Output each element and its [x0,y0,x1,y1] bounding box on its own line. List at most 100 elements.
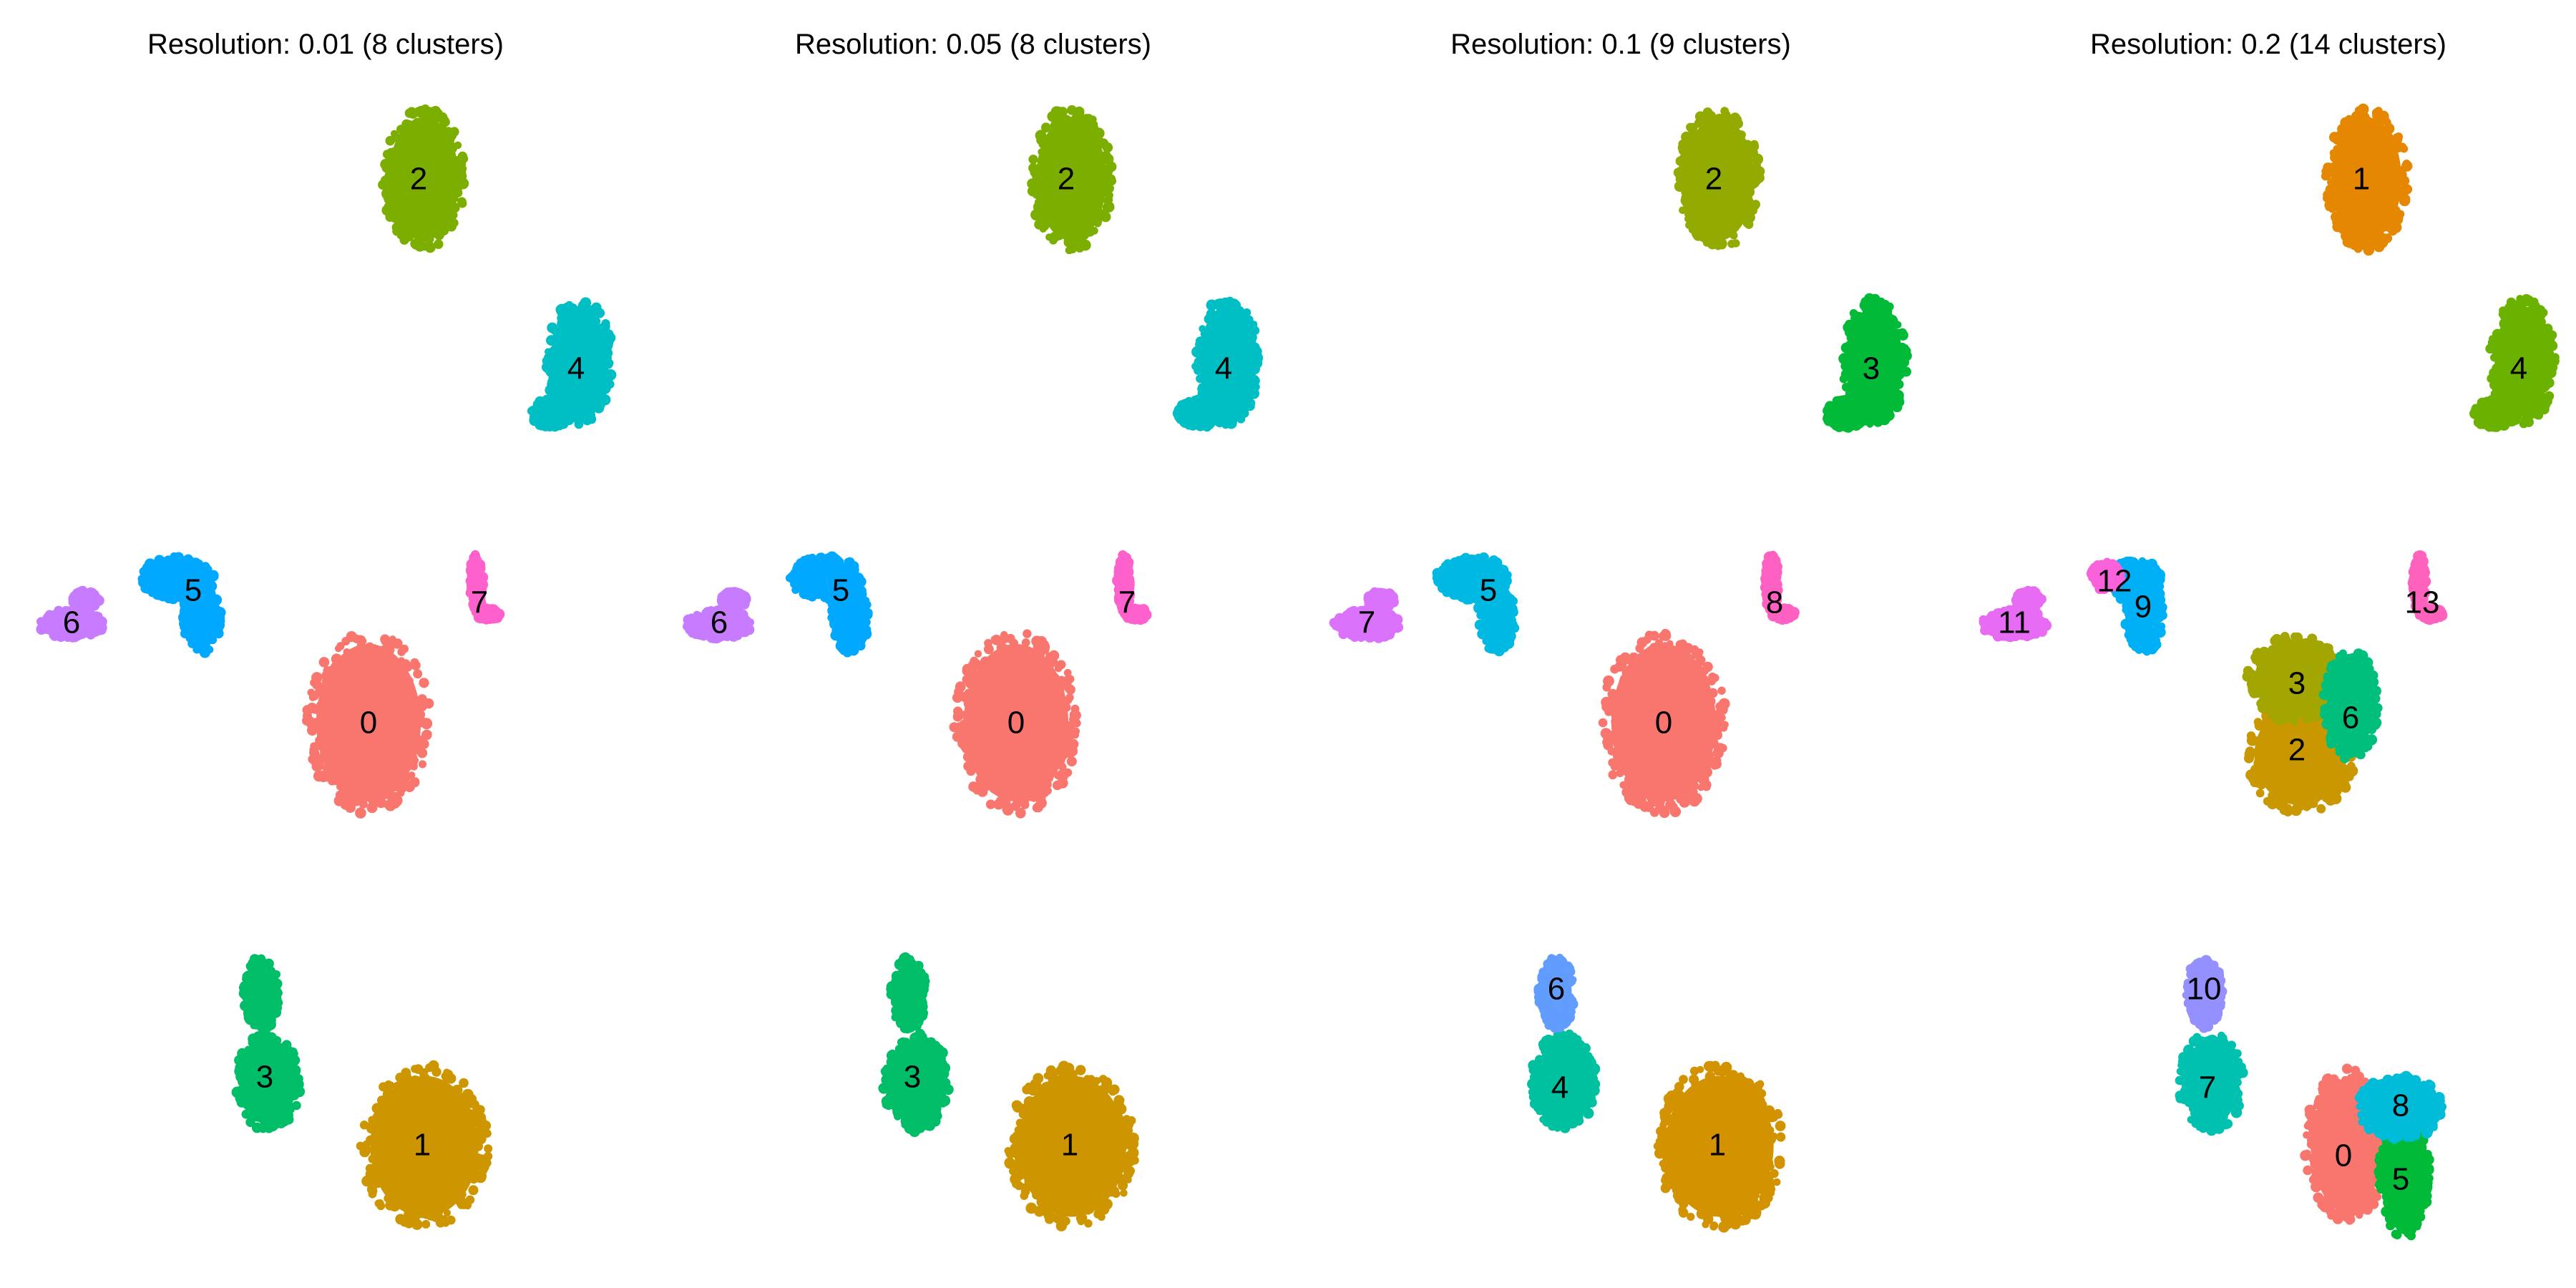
cell-point [1065,675,1075,683]
cell-point [1714,229,1724,240]
cell-point [541,398,551,407]
cell-point [1034,198,1043,207]
cell-point [855,590,866,600]
cell-point [917,1010,928,1021]
cell-point [1105,184,1114,193]
cell-point [736,590,747,600]
cell-point [1757,1184,1768,1195]
cell-point [453,1185,462,1194]
cell-point [1453,560,1462,570]
cell-point [967,717,977,728]
cell-point [1728,1075,1740,1087]
cell-point [557,303,566,313]
cell-point [87,587,97,598]
cell-point [1005,1148,1015,1158]
cell-point [446,210,455,220]
cell-point [411,1202,421,1211]
cell-point [1704,120,1715,132]
cell-point [1056,660,1066,670]
cell-point [239,1094,250,1106]
cluster-label: 6 [63,605,80,640]
cell-point [1645,804,1654,812]
cell-point [457,1107,466,1116]
panels: Resolution: 0.01 (8 clusters)01234567Res… [36,29,2560,1241]
cell-point [890,996,902,1008]
cell-point [1084,1219,1093,1228]
cell-point [963,699,972,708]
cell-point [1101,1079,1112,1091]
cell-point [307,688,316,697]
cell-point [1478,556,1490,567]
cluster-label: 0 [1008,706,1025,741]
cluster-label: 5 [1480,573,1497,608]
cell-point [966,752,975,761]
cell-point [565,414,575,423]
cell-point [238,1058,250,1070]
cell-point [466,585,478,597]
cell-point [1040,222,1048,230]
cell-point [371,1103,383,1114]
cell-point [1675,640,1685,650]
cell-point [483,1151,493,1161]
cell-point [604,360,613,369]
cell-point [411,721,419,729]
cell-point [1040,787,1050,797]
cell-point [1660,1118,1669,1126]
cell-point [1058,762,1067,771]
cluster-label: 4 [1215,351,1232,386]
cell-point [1029,779,1038,788]
cell-point [1506,635,1515,644]
cell-point [258,1014,270,1025]
cell-point [1028,189,1036,197]
cluster-4-points [527,297,617,432]
cell-point [1201,421,1209,429]
cluster-label: 3 [904,1060,921,1095]
cell-point [164,555,172,563]
cell-point [1849,397,1859,407]
cell-point [316,700,328,712]
cell-point [1382,625,1394,636]
cell-point [318,657,330,668]
cell-point [266,1032,277,1043]
cell-point [1098,1204,1110,1215]
cell-point [1670,1096,1679,1105]
cell-point [1439,572,1449,582]
cell-point [1033,649,1045,660]
cell-point [287,1060,298,1070]
cell-point [1757,1110,1766,1119]
cell-point [1764,551,1775,563]
cell-point [484,1144,493,1153]
cell-point [1692,138,1702,149]
cell-point [909,1126,920,1137]
cell-point [1098,138,1109,149]
cell-point [974,650,982,658]
cell-point [804,555,813,564]
cell-point [1040,137,1051,148]
cell-point [405,1211,416,1221]
cell-point [1009,1167,1018,1176]
cell-point [1077,1217,1085,1226]
cell-point [54,628,64,639]
cell-point [1873,304,1883,313]
cell-point [444,200,455,213]
cell-point [1863,306,1872,314]
cell-point [1191,396,1199,404]
cell-point [328,670,338,678]
cell-point [960,711,968,719]
cell-point [917,1114,927,1126]
cell-point [926,1037,937,1048]
cell-point [378,180,389,190]
cell-point [1116,1174,1126,1184]
cell-point [1112,1112,1124,1124]
cell-point [1732,219,1741,228]
cell-point [45,610,57,622]
cell-point [1742,218,1753,228]
cell-point [932,1060,942,1069]
cell-point [447,174,459,185]
cell-point [1081,229,1091,238]
cell-point [1893,390,1904,401]
cell-point [1529,1073,1539,1082]
cell-point [336,642,345,650]
cell-point [995,650,1008,661]
